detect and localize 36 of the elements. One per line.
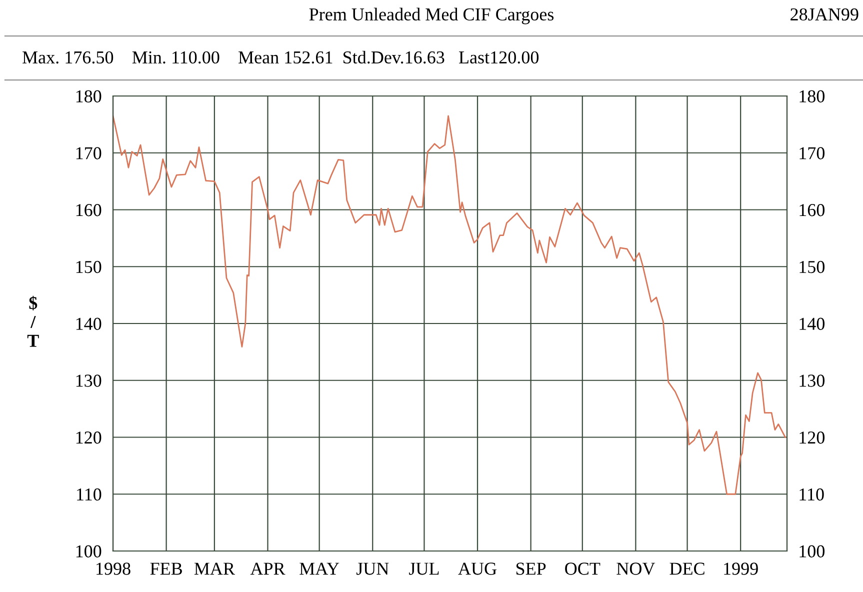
- y-axis-title: $ / T: [27, 296, 39, 347]
- x-tick-label: AUG: [458, 562, 497, 575]
- x-tick-label: DEC: [670, 562, 704, 575]
- chart-title: Prem Unleaded Med CIF Cargoes: [309, 8, 554, 24]
- y2-tick-label: 120: [800, 432, 825, 444]
- y-tick-label: 140: [76, 318, 102, 330]
- y2-tick-label: 100: [800, 545, 825, 558]
- y2-tick-label: 150: [800, 260, 825, 274]
- text: 28JAN99: [790, 8, 858, 21]
- x-tick-label: JUN: [356, 562, 389, 575]
- y2-tick-label: 130: [800, 374, 825, 387]
- y2-tick-label: 180: [800, 90, 825, 102]
- chart-subtitle: Max. 176.50 Min. 110.00 Mean 152.61 Std.Dev.16.63 Last120.00: [22, 50, 539, 64]
- y-tick-label: 180: [76, 90, 102, 102]
- x-tick-label: 1998: [96, 562, 130, 575]
- y-tick-label: 100: [76, 545, 102, 558]
- x-tick-label: OCT: [565, 562, 600, 575]
- x-tick-label: 1999: [724, 562, 758, 575]
- y2-tick-label: 110: [800, 488, 824, 501]
- line-series: [113, 115, 786, 495]
- y-tick-label: 160: [76, 204, 102, 216]
- y2-tick-label: 140: [800, 318, 825, 330]
- x-tick-label: MAY: [300, 562, 340, 575]
- x-tick-label: JUL: [409, 562, 439, 575]
- x-tick-label: SEP: [516, 562, 546, 575]
- y-tick-label: 150: [76, 260, 102, 274]
- y2-tick-label: 160: [800, 204, 825, 216]
- y-tick-label: 130: [76, 374, 102, 387]
- y-tick-label: 110: [77, 488, 102, 501]
- x-tick-label: MAR: [194, 562, 235, 575]
- y-tick-label: 170: [76, 147, 102, 160]
- y-tick-label: 120: [76, 432, 102, 444]
- x-tick-label: FEB: [150, 562, 182, 575]
- x-tick-label: NOV: [616, 562, 656, 575]
- y2-tick-label: 170: [800, 147, 825, 160]
- x-tick-label: APR: [250, 562, 286, 575]
